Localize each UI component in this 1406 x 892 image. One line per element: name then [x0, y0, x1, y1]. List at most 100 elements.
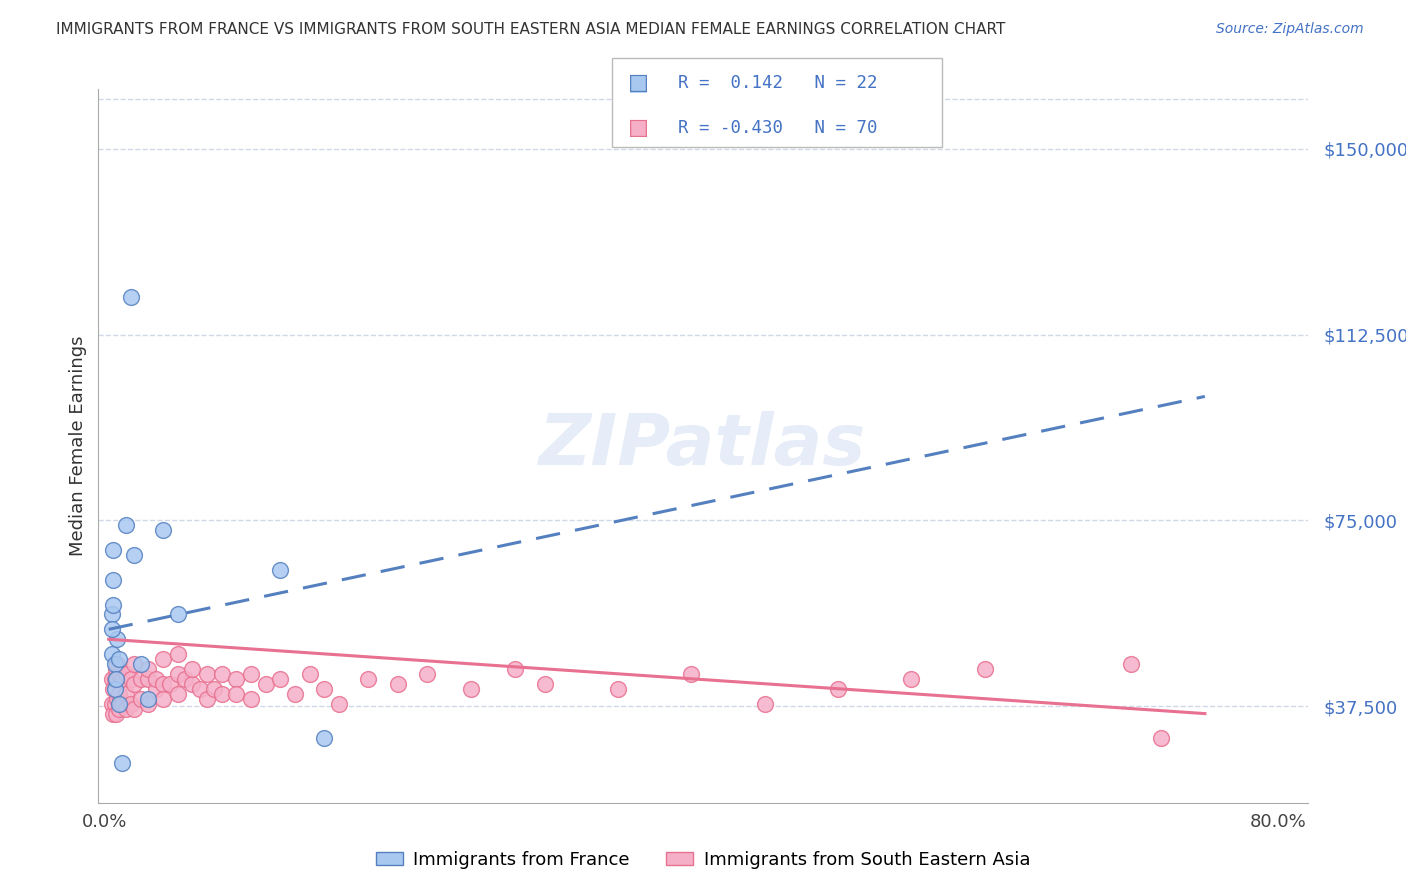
- Point: [159, 677, 181, 691]
- Point: [100, 607, 122, 622]
- Point: [107, 691, 129, 706]
- Point: [1121, 657, 1143, 671]
- Point: [284, 687, 307, 701]
- Point: [136, 697, 159, 711]
- Point: [122, 657, 145, 671]
- Point: [145, 681, 167, 696]
- Point: [166, 647, 188, 661]
- Point: [254, 677, 277, 691]
- Point: [105, 672, 128, 686]
- Point: [314, 681, 336, 696]
- Point: [100, 697, 122, 711]
- Point: [195, 667, 218, 681]
- Point: [122, 677, 145, 691]
- Point: [145, 672, 167, 686]
- Point: [111, 672, 134, 686]
- Point: [533, 677, 555, 691]
- Point: [108, 701, 131, 715]
- Point: [136, 672, 159, 686]
- Point: [120, 672, 142, 686]
- Point: [136, 691, 159, 706]
- Point: [101, 706, 124, 721]
- Point: [115, 687, 138, 701]
- Point: [103, 697, 125, 711]
- Point: [314, 731, 336, 746]
- Point: [211, 687, 233, 701]
- Point: [269, 672, 291, 686]
- Point: [827, 681, 849, 696]
- Point: [973, 662, 995, 676]
- Point: [120, 290, 142, 304]
- Text: ■: ■: [628, 73, 650, 93]
- Point: [108, 667, 131, 681]
- Point: [108, 652, 131, 666]
- Text: Source: ZipAtlas.com: Source: ZipAtlas.com: [1216, 22, 1364, 37]
- Point: [225, 672, 247, 686]
- Text: □: □: [628, 118, 650, 137]
- Point: [225, 687, 247, 701]
- Point: [100, 647, 122, 661]
- Text: R =  0.142   N = 22: R = 0.142 N = 22: [678, 74, 877, 92]
- Text: R = -0.430   N = 70: R = -0.430 N = 70: [678, 119, 877, 136]
- Point: [166, 687, 188, 701]
- Point: [152, 677, 174, 691]
- Point: [174, 672, 197, 686]
- Point: [166, 607, 188, 622]
- Point: [122, 548, 145, 562]
- Point: [129, 691, 152, 706]
- Point: [111, 697, 134, 711]
- Point: [181, 677, 204, 691]
- Point: [105, 706, 128, 721]
- Point: [1150, 731, 1173, 746]
- Point: [202, 681, 225, 696]
- Point: [195, 691, 218, 706]
- Point: [101, 681, 124, 696]
- Point: [387, 677, 409, 691]
- Point: [269, 563, 291, 577]
- Point: [460, 681, 482, 696]
- Point: [152, 691, 174, 706]
- Point: [103, 657, 125, 671]
- Point: [188, 681, 211, 696]
- Point: [240, 667, 263, 681]
- Point: [101, 598, 124, 612]
- Point: [152, 523, 174, 537]
- Point: [166, 667, 188, 681]
- Point: [115, 518, 138, 533]
- Point: [101, 543, 124, 558]
- Point: [107, 657, 129, 671]
- Point: [105, 662, 128, 676]
- Point: [416, 667, 439, 681]
- Point: [240, 691, 263, 706]
- Point: [152, 652, 174, 666]
- Text: IMMIGRANTS FROM FRANCE VS IMMIGRANTS FROM SOUTH EASTERN ASIA MEDIAN FEMALE EARNI: IMMIGRANTS FROM FRANCE VS IMMIGRANTS FRO…: [56, 22, 1005, 37]
- Point: [100, 672, 122, 686]
- Point: [129, 672, 152, 686]
- Point: [503, 662, 526, 676]
- Point: [900, 672, 922, 686]
- Point: [115, 667, 138, 681]
- Point: [108, 687, 131, 701]
- Point: [357, 672, 380, 686]
- Point: [211, 667, 233, 681]
- Point: [100, 623, 122, 637]
- Text: ■: ■: [628, 118, 650, 137]
- Y-axis label: Median Female Earnings: Median Female Earnings: [69, 335, 87, 557]
- Point: [129, 657, 152, 671]
- Text: ZIPatlas: ZIPatlas: [540, 411, 866, 481]
- Point: [103, 672, 125, 686]
- Point: [136, 662, 159, 676]
- Point: [122, 701, 145, 715]
- Point: [120, 697, 142, 711]
- Point: [606, 681, 628, 696]
- Point: [298, 667, 321, 681]
- Point: [103, 681, 125, 696]
- Point: [681, 667, 703, 681]
- Point: [107, 632, 129, 647]
- Point: [111, 756, 134, 771]
- Point: [181, 662, 204, 676]
- Text: □: □: [628, 73, 650, 93]
- Legend: Immigrants from France, Immigrants from South Eastern Asia: Immigrants from France, Immigrants from …: [368, 844, 1038, 876]
- Point: [101, 573, 124, 587]
- Point: [328, 697, 350, 711]
